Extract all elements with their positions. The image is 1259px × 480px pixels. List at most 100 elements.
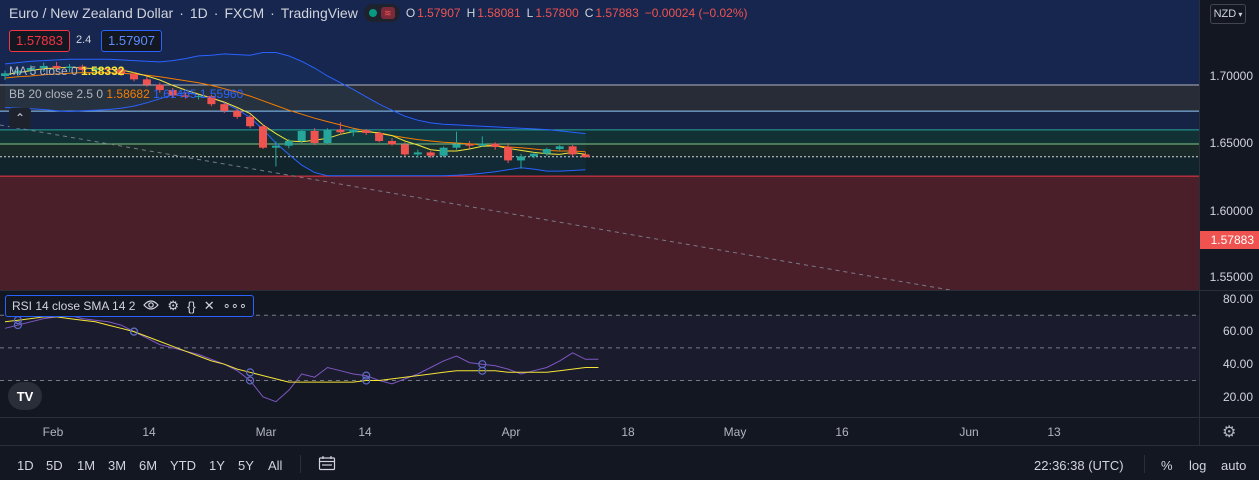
range-button-all[interactable]: All (268, 458, 283, 473)
candle-body[interactable] (155, 84, 164, 91)
symbol-name[interactable]: Euro / New Zealand Dollar (9, 5, 174, 21)
settings-gear-icon[interactable]: ⚙ (167, 298, 180, 313)
rsi-ma-line[interactable] (4, 316, 599, 383)
candle-body[interactable] (517, 156, 525, 161)
bb-legend[interactable]: BB 20 close 2.5 0 1.58682 1.61405 1.5596… (9, 87, 243, 101)
candle-body[interactable] (336, 129, 345, 133)
candle-body[interactable] (581, 154, 590, 158)
percent-scale-toggle[interactable]: % (1161, 458, 1173, 473)
ma-legend[interactable]: MA 5 close 0 1.58332 (9, 64, 124, 78)
candle-body[interactable] (1, 73, 9, 76)
market-status-pill[interactable]: ≋ (363, 4, 400, 22)
candle-body[interactable] (555, 146, 564, 150)
range-button-ytd[interactable]: YTD (170, 458, 196, 473)
rsi-pane[interactable]: RSI 14 close SMA 14 2 ⚙ {} ✕ ∘∘∘ (0, 291, 1199, 417)
rsi-scale[interactable]: 80.00 60.00 40.00 20.00 (1199, 291, 1259, 417)
spread-value: 2.4 (76, 34, 92, 46)
candle-body[interactable] (168, 90, 177, 96)
candle-body[interactable] (259, 126, 267, 148)
candle-body[interactable] (207, 96, 216, 105)
settings-gear-icon[interactable]: ⚙ (1222, 424, 1237, 441)
rsi-legend[interactable]: RSI 14 close SMA 14 2 ⚙ {} ✕ ∘∘∘ (5, 295, 255, 317)
candle-body[interactable] (142, 79, 151, 85)
candle-body[interactable] (439, 147, 448, 156)
range-button-5y[interactable]: 5Y (238, 458, 254, 473)
candle-body[interactable] (52, 65, 61, 68)
candle-body[interactable] (220, 104, 229, 111)
price-zone (0, 85, 1199, 112)
candle-body[interactable] (65, 66, 74, 68)
candle-body[interactable] (375, 132, 384, 141)
bb-upper-line[interactable] (4, 52, 586, 135)
ma5-line[interactable] (4, 66, 586, 155)
candle-body[interactable] (246, 116, 255, 127)
candle-body[interactable] (491, 143, 500, 148)
range-button-1d[interactable]: 1D (17, 458, 34, 473)
range-button-5d[interactable]: 5D (46, 458, 63, 473)
candle-body[interactable] (542, 149, 551, 154)
currency-button[interactable]: NZD ▾ (1210, 4, 1246, 24)
auto-scale-toggle[interactable]: auto (1221, 458, 1247, 473)
price-zone (0, 144, 1199, 157)
candle-body[interactable] (452, 144, 461, 148)
candle-body[interactable] (426, 152, 435, 156)
rsi-line[interactable] (4, 314, 599, 403)
close-key: C (584, 6, 594, 20)
candle-body[interactable] (284, 140, 293, 146)
candle-body[interactable] (465, 144, 474, 146)
candle-body[interactable] (117, 69, 126, 74)
bb-lower-line[interactable] (4, 92, 586, 177)
candle-body[interactable] (26, 67, 35, 71)
buy-price-button[interactable]: 1.57907 (101, 30, 162, 52)
separator: · (270, 5, 275, 21)
candle-body[interactable] (104, 68, 113, 70)
sell-price-button[interactable]: 1.57883 (9, 30, 70, 52)
source-code-icon[interactable]: {} (187, 298, 196, 314)
candle-body[interactable] (78, 66, 87, 70)
range-button-3m[interactable]: 3M (108, 458, 127, 473)
candle-body[interactable] (413, 152, 422, 155)
main-chart-pane[interactable]: Euro / New Zealand Dollar · 1D · FXCM · … (0, 0, 1199, 290)
price-scale[interactable]: NZD ▾ 1.70000 1.65000 1.60000 1.55000 1.… (1199, 0, 1259, 290)
candle-body[interactable] (13, 70, 22, 74)
candle-body[interactable] (91, 68, 100, 70)
interval-label[interactable]: 1D (189, 5, 208, 21)
candle-body[interactable] (568, 146, 577, 155)
bb-upper-value: 1.61405 (153, 87, 197, 101)
rsi-chart[interactable] (0, 291, 1199, 417)
candle-body[interactable] (349, 130, 358, 133)
tradingview-logo[interactable]: TV (8, 382, 42, 410)
pane-separator[interactable] (0, 290, 1259, 291)
candle-body[interactable] (362, 130, 371, 133)
candle-body[interactable] (310, 130, 319, 143)
candle-body[interactable] (39, 65, 48, 68)
candle-body[interactable] (271, 145, 280, 148)
range-button-1y[interactable]: 1Y (209, 458, 225, 473)
time-axis[interactable]: Feb 14 Mar 14 Apr 18 May 16 Jun 13 (0, 417, 1199, 445)
candle-body[interactable] (504, 147, 513, 161)
eye-icon[interactable] (143, 299, 160, 314)
candle-body[interactable] (388, 140, 396, 145)
axis-settings-corner[interactable]: ⚙ (1199, 417, 1259, 445)
candle-body[interactable] (194, 96, 203, 98)
range-button-6m[interactable]: 6M (139, 458, 158, 473)
log-scale-toggle[interactable]: log (1189, 458, 1207, 473)
candle-body[interactable] (181, 95, 190, 97)
candle-body[interactable] (400, 144, 409, 155)
candle-body[interactable] (297, 130, 306, 141)
candle-body[interactable] (529, 153, 538, 157)
candle-body[interactable] (233, 110, 242, 117)
date-range-calendar-icon[interactable] (318, 455, 336, 476)
candle-body[interactable] (478, 143, 487, 146)
bb-basis-line[interactable] (4, 72, 586, 153)
collapse-legend-button[interactable]: ⌃ (9, 108, 31, 128)
time-tick: Mar (255, 425, 277, 439)
candle-body[interactable] (130, 73, 138, 80)
range-button-1m[interactable]: 1M (77, 458, 96, 473)
utc-clock[interactable]: 22:36:38 (UTC) (1034, 458, 1124, 473)
dashed-trendline[interactable] (0, 124, 951, 290)
price-chart[interactable] (0, 0, 1199, 290)
more-icon[interactable]: ∘∘∘ (222, 298, 248, 313)
close-icon[interactable]: ✕ (203, 298, 215, 313)
candle-body[interactable] (323, 129, 332, 143)
